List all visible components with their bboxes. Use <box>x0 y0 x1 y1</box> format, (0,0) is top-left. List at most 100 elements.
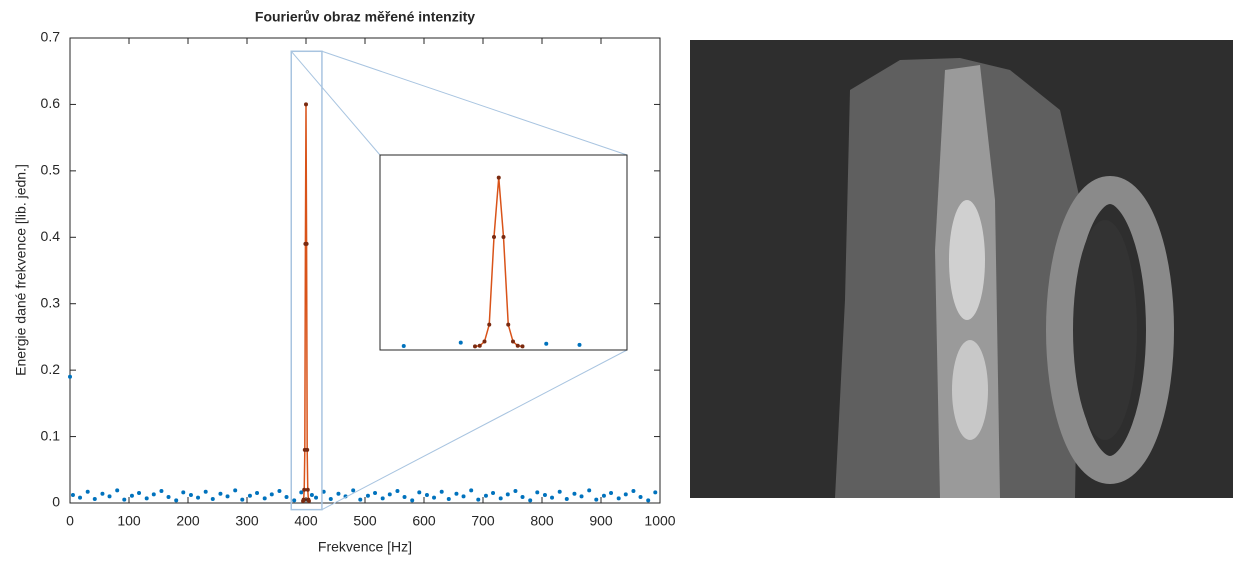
x-tick-label: 100 <box>117 513 141 529</box>
data-point <box>306 499 311 504</box>
data-point <box>609 491 614 496</box>
x-tick-label: 900 <box>589 513 613 529</box>
data-point <box>587 488 592 493</box>
data-point <box>387 492 392 497</box>
data-point <box>424 493 429 498</box>
data-point <box>550 495 555 500</box>
data-point <box>218 491 223 496</box>
y-tick-label: 0.1 <box>41 427 61 443</box>
data-point <box>302 487 307 492</box>
data-point <box>446 497 451 502</box>
data-point-inset <box>46 342 50 346</box>
data-point <box>304 241 309 246</box>
y-tick-label: 0.4 <box>41 228 61 244</box>
data-point <box>151 492 156 497</box>
data-point <box>395 489 400 494</box>
data-point <box>358 497 363 502</box>
data-point <box>122 497 127 502</box>
data-point <box>100 491 105 496</box>
data-point <box>203 489 208 494</box>
photo <box>690 40 1233 498</box>
y-tick-label: 0.2 <box>41 361 61 377</box>
data-point <box>564 497 569 502</box>
data-point <box>277 489 282 494</box>
data-point <box>476 497 481 502</box>
data-point <box>336 491 341 496</box>
chart-title: Fourierův obraz měřené intenzity <box>255 9 475 25</box>
data-point <box>461 494 466 499</box>
data-point <box>255 491 260 496</box>
data-point-inset <box>458 340 463 345</box>
inset <box>46 175 582 349</box>
data-point-inset <box>487 322 492 327</box>
data-point <box>623 492 628 497</box>
data-point <box>166 495 171 500</box>
x-tick-label: 400 <box>294 513 318 529</box>
data-point <box>269 492 274 497</box>
x-tick-label: 500 <box>353 513 377 529</box>
x-tick-label: 1000 <box>644 513 675 529</box>
data-point <box>351 488 356 493</box>
y-tick-label: 0 <box>52 494 60 510</box>
data-point <box>174 498 179 503</box>
data-point <box>601 493 606 498</box>
data-point <box>410 498 415 503</box>
data-point <box>309 493 314 498</box>
data-point-inset <box>520 344 525 349</box>
data-point <box>129 493 134 498</box>
data-point <box>159 489 164 494</box>
data-point <box>144 496 149 501</box>
x-tick-label: 300 <box>235 513 259 529</box>
data-point <box>646 498 651 503</box>
data-point <box>210 497 215 502</box>
data-point-inset <box>496 175 501 180</box>
data-point <box>631 489 636 494</box>
data-point <box>85 489 90 494</box>
data-point <box>513 489 518 494</box>
data-point <box>520 495 525 500</box>
inset-area <box>379 154 628 351</box>
zoom-connector <box>290 50 381 156</box>
data-point <box>432 495 437 500</box>
data-point <box>505 492 510 497</box>
data-point-inset <box>515 343 520 348</box>
zoom-box <box>290 50 323 511</box>
data-point-inset <box>473 344 477 349</box>
data-point <box>321 489 326 494</box>
data-point <box>373 491 378 496</box>
data-point <box>528 498 533 503</box>
data-point <box>535 490 540 495</box>
y-tick-label: 0.7 <box>41 29 61 45</box>
x-tick-label: 0 <box>66 513 74 529</box>
data-point <box>233 488 238 493</box>
y-tick-label: 0.3 <box>41 294 61 310</box>
zoom-connector <box>321 50 628 156</box>
data-point <box>78 495 83 500</box>
data-point <box>115 488 120 493</box>
data-point <box>70 493 75 498</box>
data-point <box>402 495 407 500</box>
data-point <box>594 497 599 502</box>
data-point <box>483 493 488 498</box>
y-tick-label: 0.6 <box>41 95 61 111</box>
x-tick-label: 800 <box>530 513 554 529</box>
data-point <box>491 491 496 496</box>
data-point <box>305 447 310 452</box>
data-point <box>653 490 658 495</box>
data-point <box>284 495 289 500</box>
data-point <box>247 493 252 498</box>
data-point <box>92 497 97 502</box>
data-point <box>417 490 422 495</box>
data-point-inset <box>482 339 487 344</box>
data-point-inset <box>501 234 506 239</box>
data-point <box>181 490 186 495</box>
data-point-inset <box>544 341 549 346</box>
data-point <box>439 489 444 494</box>
x-tick-label: 600 <box>412 513 436 529</box>
handle-inner <box>1073 220 1137 440</box>
data-point <box>196 495 201 500</box>
data-point <box>579 494 584 499</box>
data-point <box>638 495 643 500</box>
mug-handle <box>1046 176 1174 484</box>
